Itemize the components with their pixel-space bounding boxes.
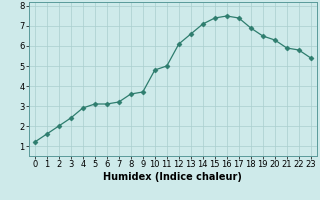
X-axis label: Humidex (Indice chaleur): Humidex (Indice chaleur) xyxy=(103,172,242,182)
